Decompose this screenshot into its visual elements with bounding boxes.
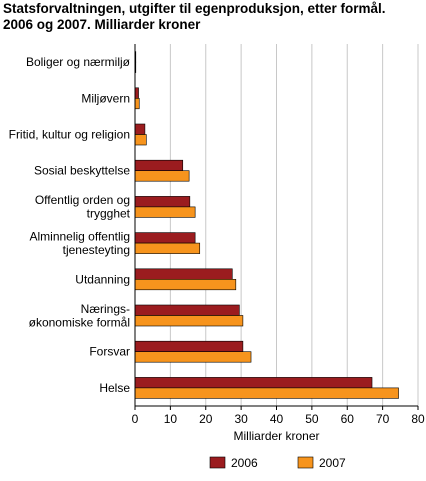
x-tick-label: 40 [270, 412, 284, 426]
bar-2007 [134, 315, 244, 327]
x-tick-label: 50 [305, 412, 319, 426]
x-tick-label: 10 [164, 412, 178, 426]
x-tick-label: 0 [132, 412, 139, 426]
bar-2007 [134, 170, 190, 182]
x-tick-label: 20 [199, 412, 213, 426]
bar-2006 [134, 123, 146, 135]
x-axis-title: Milliarder kroner [233, 429, 319, 443]
chart-title: Statsforvaltningen, utgifter til egenpro… [3, 1, 423, 33]
legend-label-2006: 2006 [231, 456, 258, 470]
category-label: trygghet [87, 207, 131, 221]
bar-2007 [134, 242, 201, 254]
category-label: tjenesteyting [63, 243, 130, 257]
category-label: Nærings- [81, 302, 130, 316]
bar-2007 [134, 134, 147, 146]
category-label: Offentlig orden og [35, 193, 130, 207]
bar-2007 [134, 278, 237, 291]
bar-2006 [134, 196, 191, 208]
legend-label-2007: 2007 [319, 456, 346, 470]
bar-2007 [134, 98, 140, 110]
bar-2006 [134, 340, 244, 353]
category-label: Boliger og nærmiljø [26, 55, 131, 69]
x-tick-label: 60 [341, 412, 355, 426]
category-label: Miljøvern [81, 91, 130, 105]
x-tick-label: 70 [376, 412, 390, 426]
category-label: Sosial beskyttelse [34, 164, 130, 178]
chart-title-line-2: 2006 og 2007. Milliarder kroner [3, 17, 201, 32]
category-label: økonomiske formål [29, 315, 130, 329]
bar-2007 [134, 206, 196, 218]
bar-2006 [134, 304, 240, 316]
bar-2007 [134, 387, 399, 399]
bar-2006 [134, 232, 196, 244]
bar-2006 [134, 377, 373, 389]
category-label: Utdanning [75, 272, 130, 286]
bar-2007 [134, 351, 252, 363]
x-tick-label: 30 [234, 412, 248, 426]
legend-swatch-2007 [297, 456, 314, 469]
bar-2006 [134, 87, 139, 99]
chart-title-line-1: Statsforvaltningen, utgifter til egenpro… [3, 1, 386, 16]
category-label: Fritid, kultur og religion [9, 128, 130, 142]
category-label: Alminnelig offentlig [29, 229, 130, 243]
bar-2006 [134, 268, 233, 280]
category-label: Forsvar [89, 345, 130, 359]
category-label: Helse [99, 381, 130, 395]
bar-2006 [134, 159, 184, 171]
x-tick-label: 80 [411, 412, 425, 426]
legend-swatch-2006 [209, 456, 226, 469]
